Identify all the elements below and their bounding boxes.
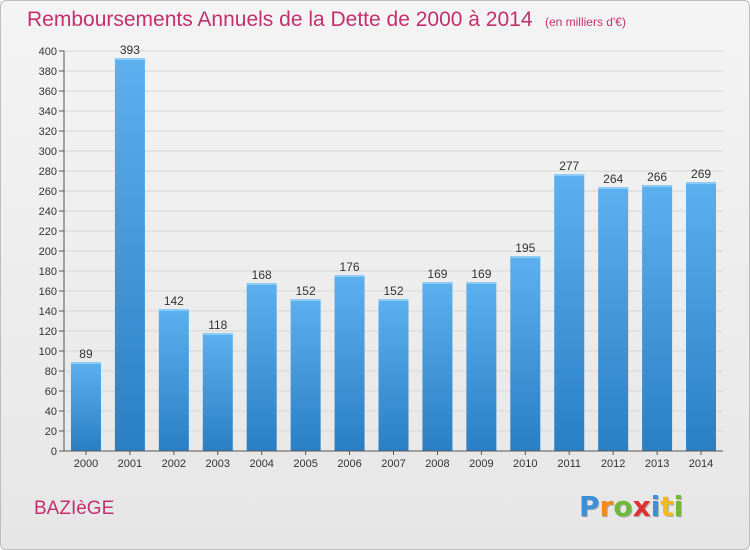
bar-highlight (158, 309, 189, 311)
axes: 0 20 40 60 80 100 120 140 160 180 200 220 240 260 280 3… (39, 46, 723, 470)
bar (158, 309, 189, 451)
bar-highlight (114, 58, 145, 60)
data-label: 169 (427, 267, 447, 281)
bar-highlight (466, 282, 497, 284)
bar-highlight (334, 275, 365, 277)
y-tick-label: 140 (39, 306, 57, 318)
bar-highlight (378, 299, 409, 301)
bar (686, 182, 717, 451)
y-tick-label: 380 (39, 66, 57, 78)
data-label: 266 (647, 170, 667, 184)
bar-highlight (642, 185, 673, 187)
y-tick-label: 180 (39, 266, 57, 278)
y-tick-label: 220 (39, 226, 57, 238)
x-tick-label: 2007 (381, 458, 405, 470)
x-tick-label: 2012 (601, 458, 625, 470)
bar (334, 275, 365, 451)
data-label: 195 (515, 241, 535, 255)
y-tick-label: 200 (39, 246, 57, 258)
brand-letter: r (599, 490, 614, 523)
bar-highlight (70, 362, 101, 364)
brand-letter: P (579, 490, 600, 523)
bar (202, 333, 233, 451)
bar (510, 256, 541, 451)
bar-highlight (686, 182, 717, 184)
data-label: 89 (79, 347, 93, 361)
bar (290, 299, 321, 451)
x-tick-label: 2014 (689, 458, 713, 470)
bar-highlight (598, 187, 629, 189)
title-row: Remboursements Annuels de la Dette de 20… (27, 8, 626, 32)
bar-highlight (290, 299, 321, 301)
bar (114, 58, 145, 451)
data-label: 277 (559, 159, 579, 173)
data-label: 142 (164, 294, 184, 308)
x-tick-label: 2009 (469, 458, 493, 470)
data-label: 152 (383, 284, 403, 298)
brand-letter: x (632, 490, 651, 523)
x-tick-label: 2000 (74, 458, 98, 470)
bars: 89 393 142 118 168 152 176 152 169 169 195 277 264 26… (70, 43, 717, 451)
chart-title: Remboursements Annuels de la Dette de 20… (27, 8, 533, 31)
brand-letter: i (650, 490, 661, 523)
bar (246, 283, 277, 451)
bar (422, 282, 453, 451)
bar (466, 282, 497, 451)
data-label: 176 (340, 260, 360, 274)
data-label: 152 (296, 284, 316, 298)
data-label: 168 (252, 268, 272, 282)
y-tick-label: 340 (39, 106, 57, 118)
y-tick-label: 20 (45, 426, 57, 438)
y-tick-label: 400 (39, 46, 57, 58)
y-tick-label: 60 (45, 386, 57, 398)
chart-subtitle: (en milliers d'€) (544, 15, 626, 29)
brand-logo: Proxiti (579, 490, 683, 523)
y-tick-label: 240 (39, 206, 57, 218)
data-label: 264 (603, 172, 623, 186)
brand-letter: t (660, 490, 674, 523)
x-tick-label: 2013 (645, 458, 669, 470)
data-label: 118 (208, 318, 227, 332)
y-tick-label: 260 (39, 186, 57, 198)
x-tick-label: 2005 (293, 458, 317, 470)
y-tick-label: 100 (39, 346, 57, 358)
x-tick-label: 2010 (513, 458, 537, 470)
brand-letter: o (613, 490, 633, 523)
x-tick-label: 2006 (337, 458, 361, 470)
bar (642, 185, 673, 451)
data-label: 169 (471, 267, 491, 281)
bar-highlight (510, 256, 541, 258)
bar-highlight (554, 174, 585, 176)
y-tick-label: 280 (39, 166, 57, 178)
brand-letter: i (673, 490, 684, 523)
bar (598, 187, 629, 451)
y-tick-label: 300 (39, 146, 57, 158)
x-tick-label: 2003 (206, 458, 230, 470)
data-label: 269 (691, 167, 711, 181)
x-tick-label: 2002 (162, 458, 186, 470)
bar-highlight (202, 333, 233, 335)
x-tick-label: 2011 (557, 458, 581, 470)
y-tick-label: 320 (39, 126, 57, 138)
y-tick-label: 80 (45, 366, 57, 378)
bar (378, 299, 409, 451)
x-tick-label: 2004 (249, 458, 273, 470)
y-tick-label: 120 (39, 326, 57, 338)
commune-name: BAZIèGE (34, 498, 115, 519)
x-tick-label: 2001 (118, 458, 142, 470)
x-tick-label: 2008 (425, 458, 449, 470)
bar (70, 362, 101, 451)
bar-highlight (422, 282, 453, 284)
bar-highlight (246, 283, 277, 285)
y-tick-label: 0 (51, 446, 57, 458)
data-label: 393 (120, 43, 140, 57)
bar (554, 174, 585, 451)
y-tick-label: 160 (39, 286, 57, 298)
y-tick-label: 40 (45, 406, 57, 418)
y-tick-label: 360 (39, 86, 57, 98)
